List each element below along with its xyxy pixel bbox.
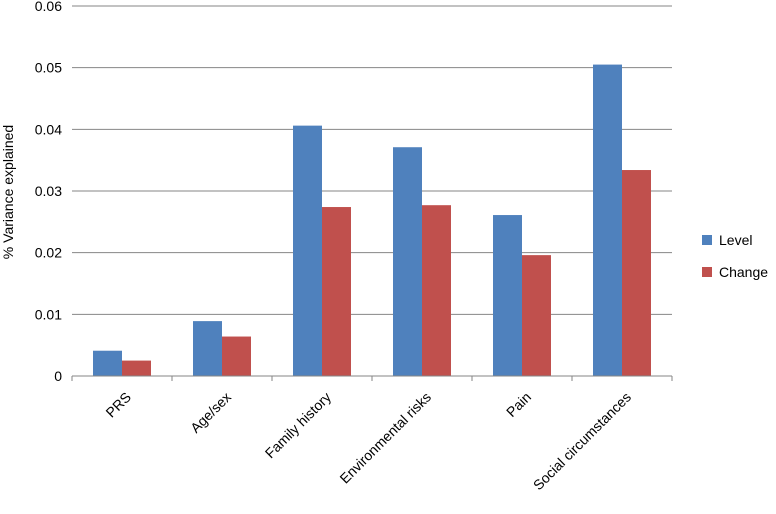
bar-level-3 bbox=[393, 147, 422, 376]
bar-level-2 bbox=[293, 125, 322, 376]
gridlines bbox=[72, 5, 672, 315]
bar-change-1 bbox=[222, 336, 251, 376]
bar-change-3 bbox=[422, 205, 451, 376]
y-tick-label: 0 bbox=[54, 368, 62, 384]
legend-label-level: Level bbox=[719, 232, 752, 248]
category-labels: PRS Age/sex Family history Environmental ri… bbox=[102, 389, 634, 493]
bar-level-5 bbox=[593, 64, 622, 376]
legend: Level Change bbox=[702, 232, 768, 280]
category-label: Social circumstances bbox=[530, 389, 634, 493]
bar-change-2 bbox=[322, 207, 351, 376]
y-tick-label: 0.04 bbox=[35, 121, 62, 137]
legend-label-change: Change bbox=[719, 264, 768, 280]
bar-change-0 bbox=[122, 360, 151, 376]
bar-level-4 bbox=[493, 215, 522, 376]
y-tick-label: 0.02 bbox=[35, 245, 62, 261]
category-label: PRS bbox=[102, 389, 134, 421]
bar-level-1 bbox=[193, 321, 222, 376]
y-tick-label: 0.03 bbox=[35, 183, 62, 199]
category-label: Environmental risks bbox=[336, 389, 434, 487]
y-tick-label: 0.05 bbox=[35, 60, 62, 76]
category-label: Age/sex bbox=[187, 389, 234, 436]
bars bbox=[93, 64, 651, 376]
legend-swatch-level bbox=[702, 235, 712, 245]
bar-change-4 bbox=[522, 255, 551, 376]
x-axis-ticks bbox=[71, 376, 673, 381]
category-label: Pain bbox=[503, 389, 534, 420]
y-tick-label: 0.01 bbox=[35, 306, 62, 322]
bar-change-5 bbox=[622, 170, 651, 376]
y-axis-ticks: 0 0.01 0.02 0.03 0.04 0.05 0.06 bbox=[35, 0, 62, 384]
legend-swatch-change bbox=[702, 267, 712, 277]
bar-level-0 bbox=[93, 350, 122, 376]
y-tick-label: 0.06 bbox=[35, 0, 62, 14]
category-label: Family history bbox=[262, 389, 334, 461]
y-axis-title: % Variance explained bbox=[0, 125, 16, 259]
